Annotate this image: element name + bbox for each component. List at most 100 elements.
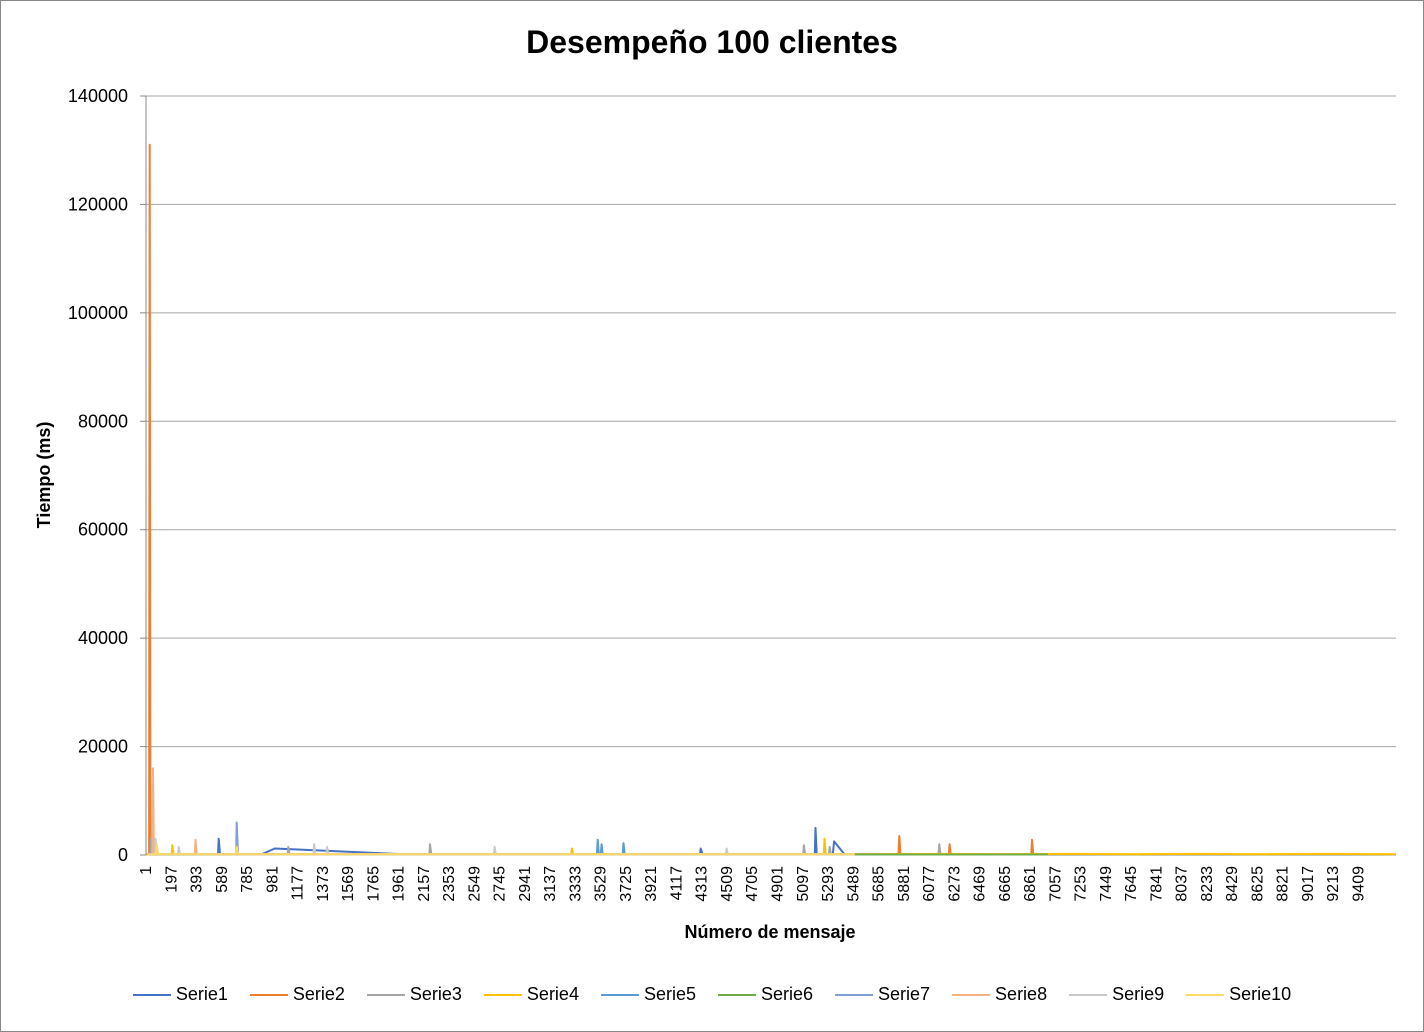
legend-item-serie2: Serie2 (249, 984, 345, 1005)
legend-label: Serie9 (1112, 984, 1165, 1004)
x-tick-label: 6077 (921, 866, 938, 902)
x-tick-label: 4901 (770, 866, 787, 902)
y-tick-label: 40000 (78, 628, 128, 648)
series-line-serie2 (145, 143, 1042, 856)
legend-swatch (717, 993, 756, 996)
x-tick-label: 8233 (1199, 866, 1216, 902)
legend-swatch (1069, 993, 1108, 996)
x-tick-label: 5881 (896, 866, 913, 902)
x-tick-label: 5489 (845, 866, 862, 902)
x-tick-label: 7449 (1098, 866, 1115, 902)
legend-label: Serie5 (643, 984, 696, 1004)
legend-swatch (483, 993, 522, 996)
x-tick-label: 7645 (1123, 866, 1140, 902)
legend-label: Serie7 (878, 984, 931, 1004)
legend-item-serie3: Serie3 (366, 984, 462, 1005)
x-tick-label: 6861 (1022, 866, 1039, 902)
legend-item-serie6: Serie6 (717, 984, 814, 1005)
x-tick-label: 5293 (820, 866, 837, 902)
y-tick-label: 80000 (78, 411, 128, 431)
legend-swatch (1186, 993, 1225, 996)
x-tick-label: 3137 (542, 866, 559, 902)
x-tick-label: 1 (138, 866, 155, 875)
series-line-serie5 (145, 838, 855, 856)
series-line-serie7 (145, 821, 855, 856)
x-tick-label: 981 (264, 866, 281, 893)
x-tick-label: 8037 (1174, 866, 1191, 902)
y-tick-label: 120000 (68, 194, 128, 214)
x-tick-label: 1765 (365, 866, 382, 902)
x-tick-label: 8625 (1249, 866, 1266, 902)
legend-swatch (249, 993, 288, 996)
x-tick-label: 9017 (1300, 866, 1317, 902)
legend-swatch (952, 993, 991, 996)
legend-item-serie4: Serie4 (483, 984, 579, 1005)
x-tick-label: 3333 (567, 866, 584, 902)
x-tick-label: 5097 (795, 866, 812, 902)
series-line-serie8 (145, 767, 855, 856)
series-lines (145, 143, 1397, 856)
x-tick-label: 2549 (466, 866, 483, 902)
x-tick-label: 6273 (946, 866, 963, 902)
x-tick-label: 5685 (871, 866, 888, 902)
y-tick-label: 20000 (78, 737, 128, 757)
legend-item-serie7: Serie7 (835, 984, 930, 1005)
x-tick-label: 6469 (972, 866, 989, 902)
series-line-serie9 (145, 837, 855, 856)
x-tick-label: 1373 (315, 866, 332, 902)
chart-title: Desempeño 100 clientes (526, 24, 898, 60)
x-tick-label: 1177 (290, 866, 307, 901)
legend-label: Serie4 (526, 984, 579, 1004)
y-tick-label: 100000 (68, 303, 128, 323)
legend-swatch (600, 993, 639, 996)
legend-swatch (835, 993, 874, 996)
legend-item-serie1: Serie1 (132, 984, 228, 1005)
x-tick-label: 8429 (1224, 866, 1241, 902)
x-tick-label: 3725 (618, 866, 635, 902)
gridlines (146, 95, 1396, 856)
legend-label: Serie10 (1229, 984, 1292, 1004)
series-line-serie10 (145, 843, 855, 856)
legend-label: Serie3 (409, 984, 462, 1004)
series-line-serie3 (145, 837, 984, 856)
x-tick-label: 2745 (492, 866, 509, 902)
x-tick-label: 2157 (416, 866, 433, 902)
x-tick-label: 589 (214, 866, 231, 893)
legend-swatch (366, 993, 405, 996)
x-tick-label: 1569 (340, 866, 357, 902)
x-tick-label: 9409 (1350, 866, 1367, 902)
legend-swatch (132, 993, 171, 996)
legend-item-serie10: Serie10 (1186, 984, 1291, 1005)
x-tick-label: 4509 (719, 866, 736, 902)
x-axis-title: Número de mensaje (684, 922, 855, 942)
x-tick-label: 2941 (517, 866, 534, 902)
x-tick-label: 1961 (391, 866, 408, 902)
x-tick-label: 7057 (1047, 866, 1064, 902)
x-tick-label: 7841 (1148, 866, 1165, 902)
y-tick-label: 0 (118, 845, 128, 865)
x-tick-label: 9213 (1325, 866, 1342, 902)
axes: 0 20000 40000 60000 80000 100000 120000 140000 1… (68, 86, 1368, 902)
x-tick-label: 4705 (744, 866, 761, 902)
x-tick-label: 2353 (441, 866, 458, 902)
y-tick-label: 60000 (78, 520, 128, 540)
legend: Serie1 Serie2 Serie3 Serie4 Serie5 Serie6 Seri… (0, 984, 1424, 1005)
y-axis-title: Tiempo (ms) (34, 422, 54, 529)
legend-label: Serie1 (175, 984, 228, 1004)
x-tick-label: 785 (239, 866, 256, 893)
series-line-serie4 (146, 837, 1397, 856)
y-tick-label: 140000 (68, 86, 128, 106)
legend-item-serie8: Serie8 (952, 984, 1047, 1005)
legend-label: Serie2 (292, 984, 345, 1004)
x-tick-label: 3921 (643, 866, 660, 902)
legend-label: Serie8 (995, 984, 1048, 1004)
x-tick-label: 4313 (694, 866, 711, 902)
x-tick-label: 8821 (1275, 866, 1292, 902)
legend-item-serie5: Serie5 (600, 984, 696, 1005)
x-tick-label: 4117 (668, 866, 685, 901)
x-tick-label: 393 (189, 866, 206, 893)
legend-item-serie9: Serie9 (1069, 984, 1164, 1005)
legend-label: Serie6 (760, 984, 814, 1004)
